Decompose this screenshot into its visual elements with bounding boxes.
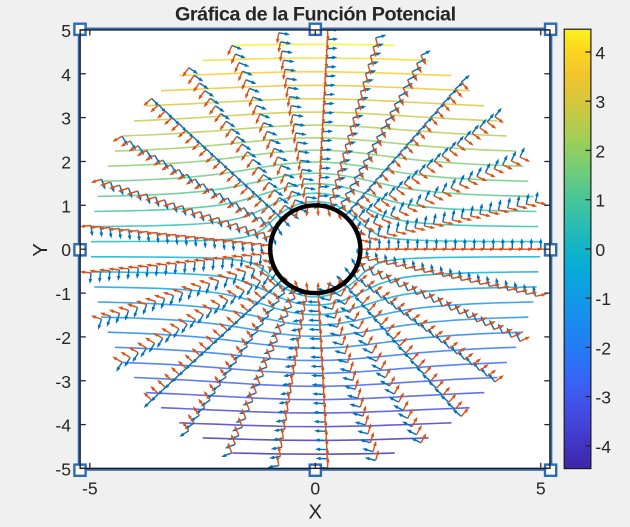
- svg-text:-5: -5: [55, 459, 71, 479]
- svg-text:5: 5: [61, 21, 71, 41]
- svg-text:3: 3: [595, 92, 605, 112]
- svg-text:1: 1: [61, 196, 71, 216]
- svg-text:-1: -1: [595, 289, 611, 309]
- svg-text:4: 4: [595, 43, 605, 63]
- svg-text:0: 0: [310, 479, 320, 499]
- svg-text:3: 3: [61, 109, 71, 129]
- svg-text:-3: -3: [55, 372, 71, 392]
- svg-text:2: 2: [595, 141, 605, 161]
- svg-text:-2: -2: [595, 338, 611, 358]
- svg-text:Y: Y: [30, 243, 52, 257]
- svg-text:-4: -4: [55, 416, 71, 436]
- svg-text:Gráfica de la Función Potencia: Gráfica de la Función Potencial: [175, 4, 456, 26]
- svg-text:X: X: [309, 501, 323, 523]
- svg-text:-1: -1: [55, 284, 71, 304]
- svg-text:0: 0: [595, 240, 605, 260]
- svg-text:1: 1: [595, 191, 605, 211]
- svg-text:2: 2: [61, 153, 71, 173]
- svg-text:-3: -3: [595, 388, 611, 408]
- svg-text:-2: -2: [55, 328, 71, 348]
- svg-text:0: 0: [61, 240, 71, 260]
- svg-text:-5: -5: [82, 479, 98, 499]
- svg-text:5: 5: [536, 479, 546, 499]
- svg-text:-4: -4: [595, 437, 611, 457]
- svg-text:4: 4: [61, 65, 71, 85]
